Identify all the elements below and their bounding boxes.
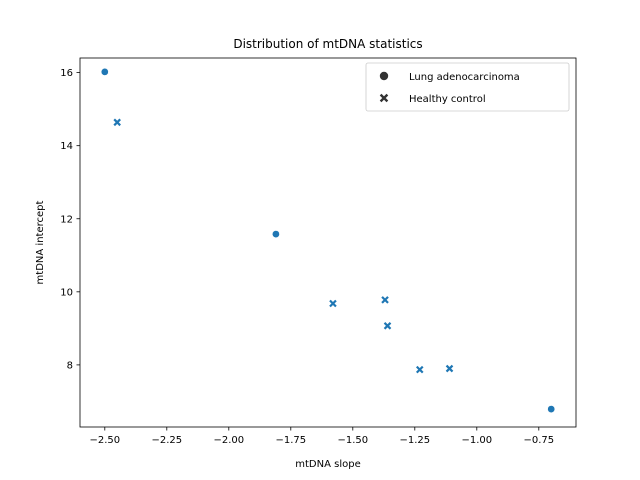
y-tick-label: 16: [60, 68, 73, 79]
data-points: [100, 68, 556, 413]
x-tick-label: −2.25: [151, 435, 182, 446]
point-healthy-control: [415, 365, 424, 374]
x-axis-ticks: −2.50 −2.25 −2.00 −1.75 −1.50 −1.25 −1.00 −0.75: [89, 427, 554, 446]
point-healthy-control: [383, 322, 392, 330]
x-tick-label: −1.75: [275, 435, 306, 446]
legend-marker-x: [379, 93, 389, 103]
point-lung-adenocarcinoma: [272, 230, 280, 238]
y-tick-label: 10: [60, 287, 73, 298]
chart-title: Distribution of mtDNA statistics: [233, 37, 422, 51]
x-tick-label: −0.75: [523, 435, 554, 446]
legend-frame: [365, 62, 570, 112]
point-healthy-control: [445, 364, 454, 373]
legend-marker-circle: [379, 71, 389, 81]
point-lung-adenocarcinoma: [100, 68, 109, 76]
point-healthy-control: [381, 296, 389, 304]
x-tick-label: −2.50: [89, 435, 120, 446]
point-healthy-control: [113, 118, 121, 127]
legend: Lung adenocarcinoma Healthy control: [365, 62, 570, 112]
x-tick-label: −1.00: [461, 435, 492, 446]
x-tick-label: −2.00: [213, 435, 244, 446]
legend-label-lung-adenocarcinoma: Lung adenocarcinoma: [409, 72, 520, 83]
x-axis-label: mtDNA slope: [295, 459, 360, 470]
legend-label-healthy-control: Healthy control: [409, 94, 486, 105]
y-tick-label: 12: [60, 214, 73, 225]
y-axis-ticks: 8 10 12 14 16: [60, 68, 80, 371]
y-tick-label: 14: [60, 141, 73, 152]
y-tick-label: 8: [67, 360, 73, 371]
point-lung-adenocarcinoma: [547, 405, 556, 413]
point-healthy-control: [329, 299, 337, 308]
plot-area-frame: [79, 57, 577, 428]
x-tick-label: −1.25: [399, 435, 430, 446]
y-axis-label: mtDNA intercept: [35, 200, 46, 284]
x-tick-label: −1.50: [337, 435, 368, 446]
